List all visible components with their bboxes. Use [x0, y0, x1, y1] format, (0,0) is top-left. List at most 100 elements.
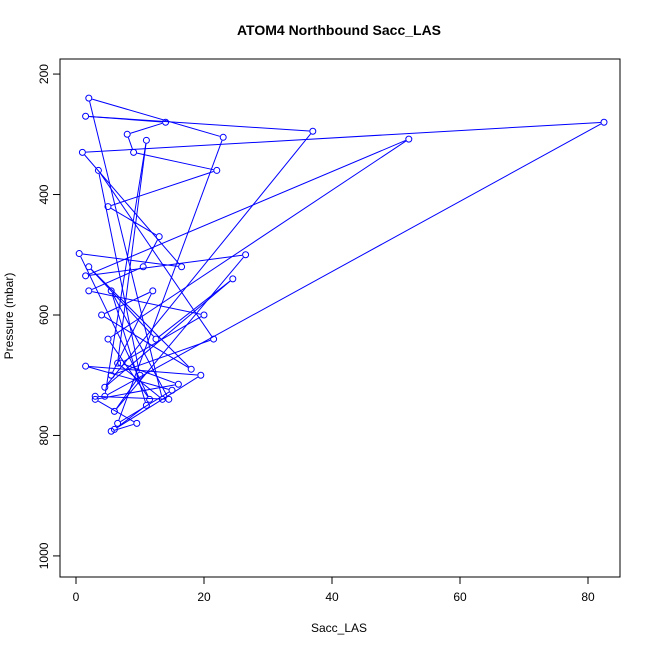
data-point: [219, 133, 227, 141]
data-point: [139, 263, 147, 271]
data-point: [152, 335, 160, 343]
data-point: [210, 335, 218, 343]
series-segment: [110, 140, 407, 338]
series-segment: [117, 143, 147, 360]
plot-border: [59, 58, 621, 578]
series-segment: [89, 254, 243, 276]
x-tick-label: 60: [453, 590, 467, 604]
data-point: [405, 135, 413, 143]
data-point: [178, 263, 186, 271]
series-segment: [104, 143, 147, 393]
data-point: [78, 148, 86, 156]
series-segment: [82, 253, 179, 267]
series-segment: [116, 377, 139, 409]
y-tick-label: 200: [37, 64, 51, 84]
series-segment: [112, 293, 168, 397]
data-point: [142, 401, 150, 409]
series-segment: [116, 257, 244, 409]
series-segment: [118, 140, 223, 421]
series-segment: [144, 239, 158, 264]
data-point: [85, 94, 93, 102]
data-point: [110, 425, 118, 433]
x-tick-label: 80: [581, 590, 595, 604]
y-tick-label: 1000: [37, 542, 51, 569]
series-segment: [136, 152, 214, 171]
x-tick-label: 0: [73, 590, 80, 604]
series-segment: [88, 366, 169, 390]
data-point: [107, 371, 115, 379]
data-point: [149, 287, 157, 295]
series-segment: [90, 269, 154, 337]
series-segment: [91, 267, 141, 290]
series-segment: [130, 122, 163, 134]
x-axis: 0 20 40 60 80: [73, 576, 595, 604]
series-segment: [89, 101, 163, 397]
data-point: [168, 386, 176, 394]
plot-area: [59, 58, 621, 578]
data-point: [98, 311, 106, 319]
chart-title: ATOM4 Northbound Sacc_LAS: [237, 22, 441, 38]
data-point: [187, 365, 195, 373]
series-segment: [97, 400, 135, 423]
data-point: [123, 130, 131, 138]
data-point: [197, 371, 205, 379]
data-point: [229, 275, 237, 283]
series-segment: [111, 171, 214, 206]
data-point: [200, 311, 208, 319]
data-point: [242, 251, 250, 259]
data-point: [104, 203, 112, 211]
y-axis-label: Pressure (mbar): [2, 273, 16, 360]
data-point: [94, 166, 102, 174]
series-segment: [89, 365, 198, 376]
data-point: [85, 263, 93, 271]
series-segment: [116, 407, 144, 428]
data-point: [117, 359, 125, 367]
data-point: [162, 118, 170, 126]
data-point: [114, 419, 122, 427]
series-segment: [158, 280, 231, 338]
series-segment: [111, 294, 146, 403]
series-segment: [114, 339, 211, 375]
data-point: [101, 383, 109, 391]
data-point: [101, 392, 109, 400]
data-point: [82, 112, 90, 120]
data-point: [165, 395, 173, 403]
y-axis: 200 400 600 800 1000: [37, 64, 61, 569]
data-point: [82, 272, 90, 280]
series-segment: [98, 395, 166, 400]
data-point: [155, 233, 163, 241]
series-segment: [98, 173, 140, 372]
x-axis-label: Sacc_LAS: [311, 621, 367, 635]
data-point: [146, 395, 154, 403]
data-point: [110, 407, 118, 415]
series-segment: [112, 293, 152, 373]
data-point: [82, 362, 90, 370]
series-segment: [127, 137, 133, 150]
data-point: [91, 392, 99, 400]
series-segment: [92, 98, 220, 137]
data-point: [600, 118, 608, 126]
data-point: [107, 287, 115, 295]
data-point: [133, 419, 141, 427]
data-point: [136, 371, 144, 379]
data-point: [91, 395, 99, 403]
y-tick-label: 400: [37, 184, 51, 204]
data-point: [114, 359, 122, 367]
series-segment: [88, 140, 406, 275]
y-tick-label: 800: [37, 425, 51, 445]
series-segment: [85, 121, 601, 153]
series-segment: [84, 154, 180, 265]
series-segment: [99, 173, 213, 337]
data-point: [309, 127, 317, 135]
x-tick-label: 20: [197, 590, 211, 604]
y-tick-label: 600: [37, 305, 51, 325]
data-point: [174, 380, 182, 388]
data-point: [213, 166, 221, 174]
data-point: [75, 250, 83, 258]
series-segment: [104, 291, 150, 314]
data-point: [130, 148, 138, 156]
series-segment: [89, 115, 310, 132]
x-tick-label: 40: [325, 590, 339, 604]
data-point: [85, 287, 93, 295]
